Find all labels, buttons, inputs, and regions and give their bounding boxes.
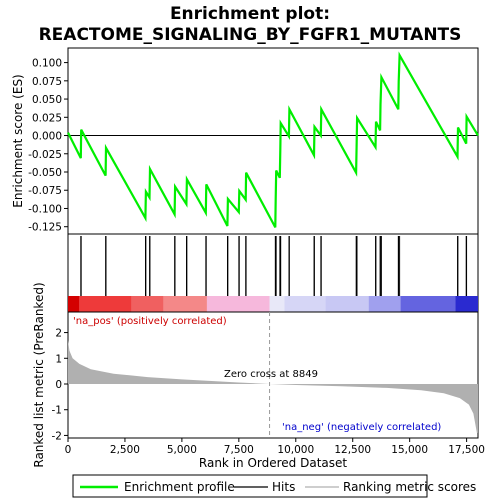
es-y-tick-label: -0.050 bbox=[28, 167, 62, 179]
plot-title-line2: REACTOME_SIGNALING_BY_FGFR1_MUTANTS bbox=[39, 25, 462, 45]
band-segment bbox=[79, 296, 132, 312]
band-segment bbox=[284, 296, 326, 312]
legend: Enrichment profile Hits Ranking metric s… bbox=[72, 474, 476, 498]
es-y-tick-label: -0.075 bbox=[28, 185, 62, 197]
legend-enrichment-label: Enrichment profile bbox=[124, 480, 235, 494]
es-y-tick-label: 0.075 bbox=[32, 76, 62, 88]
es-y-label: Enrichment score (ES) bbox=[11, 74, 25, 207]
band-segment bbox=[206, 296, 270, 312]
es-panel: -0.125 -0.100 -0.075 -0.050 -0.025 0.000 0.025… bbox=[11, 47, 479, 235]
metric-y-ticks: -2 -1 0 1 2 bbox=[52, 328, 68, 442]
band-segment bbox=[131, 296, 164, 312]
hit-markers bbox=[80, 236, 468, 296]
band-segment bbox=[163, 296, 207, 312]
es-panel-frame bbox=[67, 47, 479, 235]
es-y-tick-label: 0.100 bbox=[32, 58, 62, 70]
metric-y-tick-label: 0 bbox=[55, 379, 62, 391]
band-segment bbox=[68, 296, 80, 312]
x-tick-label: 7,500 bbox=[224, 444, 254, 456]
es-y-tick-label: -0.025 bbox=[28, 149, 62, 161]
ranking-color-band bbox=[68, 296, 478, 312]
metric-y-tick-label: -1 bbox=[52, 405, 62, 417]
band-segment bbox=[325, 296, 369, 312]
legend-metric-label: Ranking metric scores bbox=[343, 480, 476, 494]
band-segment bbox=[400, 296, 456, 312]
x-tick-label: 12,500 bbox=[334, 444, 371, 456]
metric-y-tick-label: 2 bbox=[55, 328, 62, 340]
metric-y-tick-label: 1 bbox=[55, 353, 62, 365]
metric-y-tick-label: -2 bbox=[52, 430, 62, 442]
es-y-tick-label: 0.000 bbox=[32, 131, 62, 143]
legend-hits-label: Hits bbox=[272, 480, 295, 494]
es-y-tick-label: 0.025 bbox=[32, 112, 62, 124]
x-tick-label: 15,000 bbox=[391, 444, 428, 456]
x-tick-label: 5,000 bbox=[167, 444, 197, 456]
ranking-metric-area bbox=[68, 340, 478, 433]
band-segment bbox=[455, 296, 478, 312]
metric-panel: -2 -1 0 1 2 'na_pos' (positively correlated)… bbox=[32, 282, 479, 468]
enrichment-profile-line bbox=[67, 51, 479, 228]
positive-correlation-label: 'na_pos' (positively correlated) bbox=[73, 316, 227, 327]
x-tick-label: 2,500 bbox=[110, 444, 140, 456]
es-y-tick-label: 0.050 bbox=[32, 94, 62, 106]
es-y-tick-label: -0.100 bbox=[28, 203, 62, 215]
x-tick-label: 17,500 bbox=[448, 444, 485, 456]
legend-box bbox=[72, 474, 428, 498]
x-axis-label: Rank in Ordered Dataset bbox=[199, 456, 347, 470]
hits-panel bbox=[67, 233, 479, 313]
x-axis-ticks: 0 2,500 5,000 7,500 10,000 12,500 15,000 17,500 bbox=[65, 438, 485, 456]
zero-cross-label: Zero cross at 8849 bbox=[224, 369, 318, 380]
es-y-ticks: -0.125 -0.100 -0.075 -0.050 -0.025 0.000 0.025… bbox=[28, 58, 68, 234]
band-segment bbox=[368, 296, 401, 312]
x-tick-label: 10,000 bbox=[277, 444, 314, 456]
metric-y-label: Ranked list metric (PreRanked) bbox=[32, 282, 46, 467]
negative-correlation-label: 'na_neg' (negatively correlated) bbox=[282, 422, 441, 433]
x-tick-label: 0 bbox=[65, 444, 72, 456]
band-segment bbox=[269, 296, 285, 312]
metric-panel-frame bbox=[67, 311, 479, 439]
es-y-tick-label: -0.125 bbox=[28, 222, 62, 234]
plot-title-line1: Enrichment plot: bbox=[170, 4, 330, 24]
